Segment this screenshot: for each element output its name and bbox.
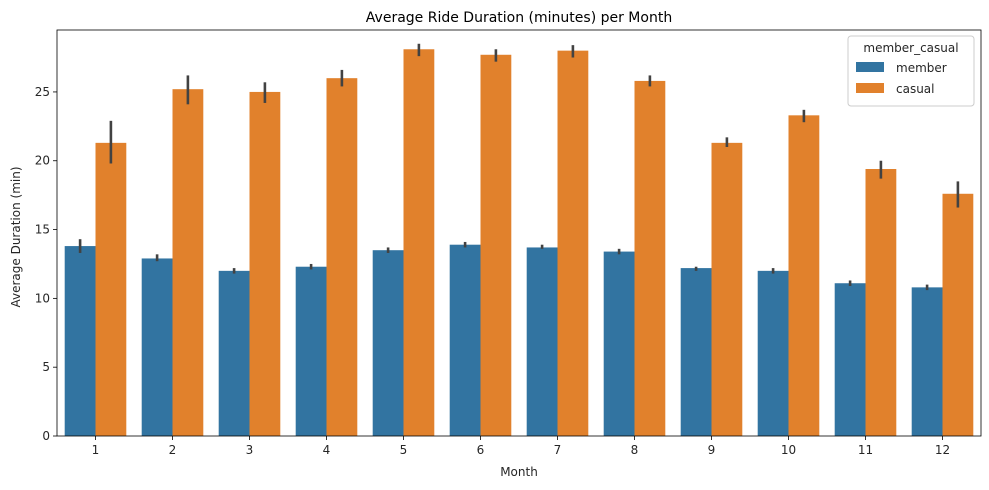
x-tick-label: 11: [858, 443, 873, 457]
bar-casual-3: [249, 91, 281, 437]
x-tick-label: 7: [554, 443, 562, 457]
x-tick-label: 3: [246, 443, 254, 457]
x-tick-label: 8: [631, 443, 639, 457]
y-tick-label: 10: [35, 291, 50, 305]
legend-swatch-casual: [856, 83, 884, 93]
y-tick-label: 25: [35, 85, 50, 99]
bar-member-1: [64, 246, 96, 436]
x-tick-label: 5: [400, 443, 408, 457]
x-tick-label: 12: [935, 443, 950, 457]
x-axis-label: Month: [500, 465, 538, 479]
bar-casual-4: [326, 78, 358, 436]
plot-frame: [56, 29, 982, 437]
bar-casual-11: [865, 169, 897, 436]
legend-label-member: member: [896, 61, 947, 75]
x-tick-label: 6: [477, 443, 485, 457]
bar-member-10: [757, 270, 789, 436]
bar-casual-9: [711, 142, 743, 436]
x-tick-label: 2: [169, 443, 177, 457]
bar-casual-2: [172, 89, 204, 437]
bars-group: [64, 49, 974, 437]
chart-title: Average Ride Duration (minutes) per Mont…: [366, 10, 672, 26]
bar-member-5: [372, 250, 404, 436]
x-tick-label: 1: [92, 443, 100, 457]
y-tick-label: 5: [42, 360, 50, 374]
y-axis-label: Average Duration (min): [9, 166, 23, 307]
legend-title: member_casual: [863, 41, 958, 55]
x-tick-label: 10: [781, 443, 796, 457]
bar-casual-1: [95, 142, 127, 436]
x-tick-label: 9: [708, 443, 716, 457]
bar-member-7: [526, 247, 558, 436]
x-tick-label: 4: [323, 443, 331, 457]
y-tick-label: 15: [35, 223, 50, 237]
legend-label-casual: casual: [896, 82, 935, 96]
bar-casual-12: [942, 193, 974, 436]
bar-casual-7: [557, 50, 589, 436]
bar-casual-5: [403, 49, 435, 437]
y-tick-label: 0: [42, 429, 50, 443]
bar-member-8: [603, 251, 635, 436]
error-bars-group: [78, 43, 960, 291]
legend-swatch-member: [856, 62, 884, 72]
bar-member-6: [449, 244, 481, 436]
y-tick-label: 20: [35, 154, 50, 168]
bar-casual-10: [788, 115, 820, 437]
bar-member-2: [141, 258, 173, 436]
bar-member-3: [218, 270, 250, 436]
bar-member-4: [295, 266, 327, 436]
bar-member-9: [680, 268, 712, 436]
bar-member-11: [834, 283, 866, 436]
bar-member-12: [911, 287, 943, 436]
bar-casual-6: [480, 54, 512, 436]
bar-casual-8: [634, 80, 666, 437]
